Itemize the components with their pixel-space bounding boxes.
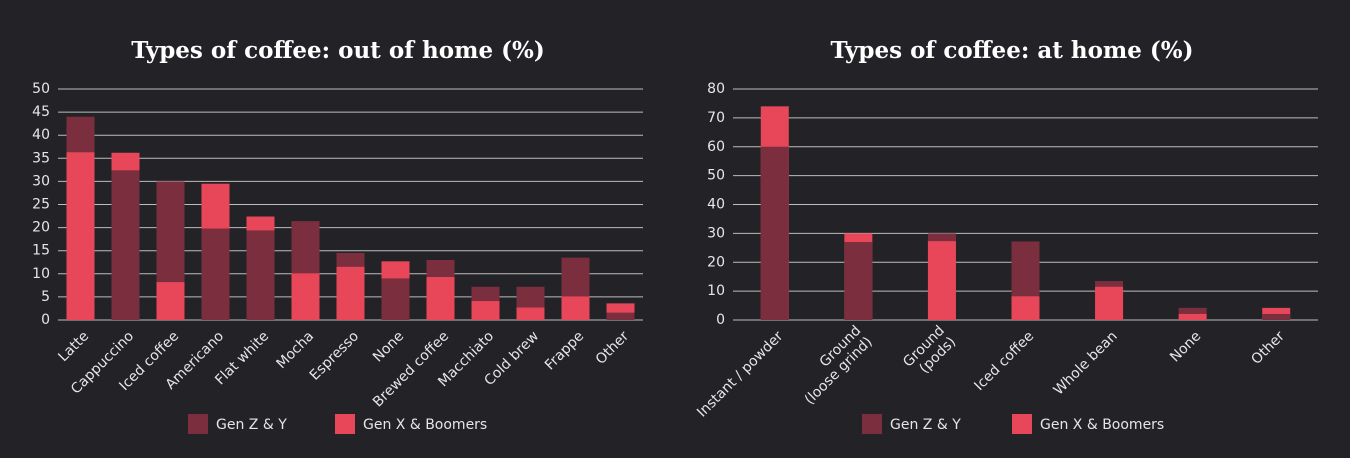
- legend-swatch: [862, 414, 882, 434]
- bar: [381, 278, 410, 320]
- bar: [246, 230, 275, 320]
- x-tick-label: Other: [1248, 328, 1288, 368]
- y-tick-label: 30: [32, 173, 50, 189]
- bar: [426, 277, 455, 320]
- bar: [66, 152, 95, 320]
- y-tick-label: 80: [707, 81, 725, 97]
- legend-label: Gen X & Boomers: [363, 417, 487, 433]
- bar: [111, 170, 140, 320]
- y-tick-label: 30: [707, 225, 725, 241]
- bar: [1095, 286, 1124, 320]
- bar: [606, 312, 635, 320]
- y-tick-label: 45: [32, 104, 50, 120]
- bar: [291, 273, 320, 320]
- bar: [201, 228, 230, 320]
- legend-swatch: [335, 414, 355, 434]
- bar: [1011, 296, 1040, 320]
- y-tick-label: 50: [32, 81, 50, 97]
- y-tick-label: 5: [41, 289, 50, 305]
- y-tick-label: 20: [32, 220, 50, 236]
- x-tick-label: None: [1167, 328, 1204, 365]
- x-tick-label: Ground(pods): [900, 323, 959, 382]
- y-tick-label: 35: [32, 150, 50, 166]
- y-tick-label: 40: [32, 127, 50, 143]
- y-tick-label: 10: [32, 266, 50, 282]
- legend-label: Gen Z & Y: [890, 417, 961, 433]
- chart-title: Types of coffee: out of home (%): [131, 37, 544, 64]
- bar: [927, 241, 956, 320]
- bar: [1262, 313, 1291, 320]
- x-tick-label: Ground(loose grind): [790, 323, 875, 408]
- y-tick-label: 40: [707, 197, 725, 213]
- chart-title: Types of coffee: at home (%): [830, 37, 1193, 64]
- x-tick-label: Espresso: [307, 328, 362, 383]
- x-tick-label: Mocha: [273, 328, 317, 372]
- legend-swatch: [1012, 414, 1032, 434]
- legend-label: Gen X & Boomers: [1040, 417, 1164, 433]
- bar: [516, 307, 545, 320]
- x-tick-label: Other: [593, 328, 633, 368]
- y-tick-label: 20: [707, 254, 725, 270]
- y-tick-label: 50: [707, 168, 725, 184]
- y-tick-label: 0: [41, 312, 50, 328]
- y-tick-label: 70: [707, 110, 725, 126]
- bar: [844, 242, 873, 320]
- legend-swatch: [188, 414, 208, 434]
- x-tick-label: Frappe: [542, 328, 587, 373]
- x-tick-label: Iced coffee: [971, 328, 1037, 394]
- bar: [156, 282, 185, 320]
- bar: [760, 146, 789, 320]
- y-tick-label: 10: [707, 283, 725, 299]
- x-tick-label: None: [370, 328, 407, 365]
- x-tick-label: Instant / powder: [694, 328, 786, 420]
- bar: [471, 301, 500, 320]
- legend-label: Gen Z & Y: [216, 417, 287, 433]
- x-tick-label: Whole bean: [1051, 328, 1121, 398]
- y-tick-label: 25: [32, 197, 50, 213]
- y-tick-label: 60: [707, 139, 725, 155]
- bar: [1178, 313, 1207, 320]
- bar: [561, 296, 590, 320]
- bar: [336, 266, 365, 320]
- y-tick-label: 15: [32, 243, 50, 259]
- x-tick-label: Latte: [55, 328, 92, 365]
- y-tick-label: 0: [716, 312, 725, 328]
